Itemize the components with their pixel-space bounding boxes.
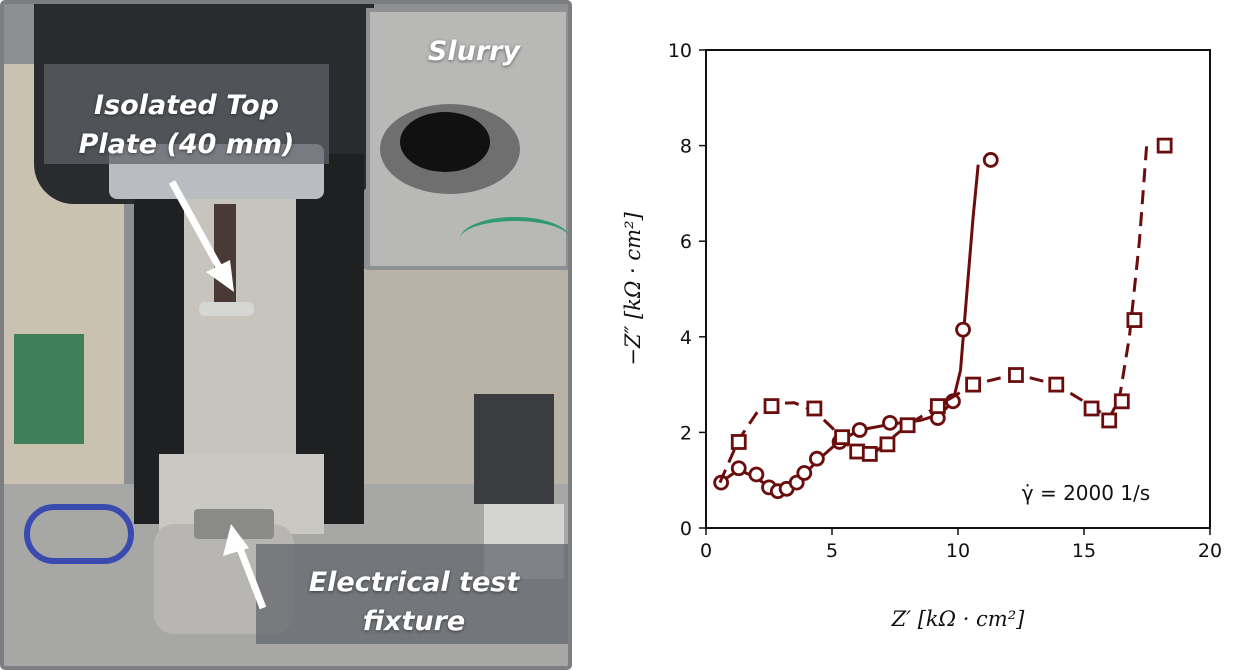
y-tick-label: 2 [680,422,692,444]
square-marker [899,417,916,434]
square-marker [861,446,878,462]
blue-tubing [24,504,134,564]
shear-rate-annotation: γ̇ = 2000 1/s [1022,481,1150,505]
top-plate-label-box [44,64,329,164]
square-marker [929,398,946,415]
square-marker [730,434,747,450]
circle-marker [730,460,747,477]
square-marker [849,443,866,460]
series-2 [718,137,1173,484]
circle-marker [851,422,868,438]
square-marker [965,376,982,393]
slurry-label: Slurry [427,36,521,67]
square-marker [879,436,896,453]
circle-marker [796,465,813,481]
rheometer-photo: Isolated Top Plate (40 mm) Slurry Electr… [0,0,572,670]
square-marker [806,400,823,417]
square-marker [1101,412,1118,429]
top-plate-arrow [168,180,234,292]
top-plate-label: Isolated Top Plate (40 mm) [44,86,329,164]
y-tick-label: 6 [680,231,692,253]
circle-marker [955,321,971,338]
square-marker [763,398,780,415]
x-axis-label: Z′ [kΩ · cm²] [891,607,1025,631]
square-marker [1008,367,1024,383]
y-tick-label: 8 [680,136,692,158]
slurry-sample [400,112,490,172]
top-plate [199,302,254,316]
top-plate-label-line2: Plate (40 mm) [78,129,295,160]
fixture-label-line1: Electrical test [308,567,520,598]
y-tick-label: 0 [680,518,692,540]
square-marker [834,429,850,446]
fixture-label-box [256,544,568,644]
square-marker [1048,376,1065,393]
series-layer [713,137,1173,500]
square-marker [1083,400,1100,417]
circle-marker [808,450,825,467]
electronics-box [474,394,554,504]
fixture-label-line2: fixture [362,606,466,637]
square-marker [1126,312,1143,328]
y-tick-label: 10 [668,40,692,62]
x-tick-label: 15 [1072,540,1096,562]
circle-marker [748,466,765,483]
y-tick-label: 4 [680,327,692,349]
x-tick-label: 5 [826,540,838,562]
square-marker [1113,393,1130,410]
circle-marker [882,414,898,431]
x-tick-label: 0 [700,540,712,562]
green-wire [460,217,568,261]
slurry-inset-photo [366,8,568,270]
impedance-chart: 0 5 10 15 20 0 2 4 6 8 10 Z′ [kΩ · cm²] −Z″ [kΩ ·… [600,0,1259,670]
green-bottle [14,334,84,444]
fixture-arrow [223,524,267,610]
x-tick-label: 20 [1198,540,1222,562]
nyquist-plot: 0 5 10 15 20 0 2 4 6 8 10 Z′ [kΩ · cm²] −Z″ [kΩ ·… [621,40,1222,631]
top-plate-label-line1: Isolated Top [94,90,279,121]
square-marker [1156,137,1173,154]
y-axis-label: −Z″ [kΩ · cm²] [621,212,645,366]
series-2-fit-line [718,140,1149,484]
y-axis: 0 2 4 6 8 10 [668,40,706,540]
fixture-label: Electrical test fixture [264,563,564,641]
circle-marker [982,152,999,168]
x-tick-label: 10 [946,540,970,562]
x-axis: 0 5 10 15 20 [700,528,1222,562]
